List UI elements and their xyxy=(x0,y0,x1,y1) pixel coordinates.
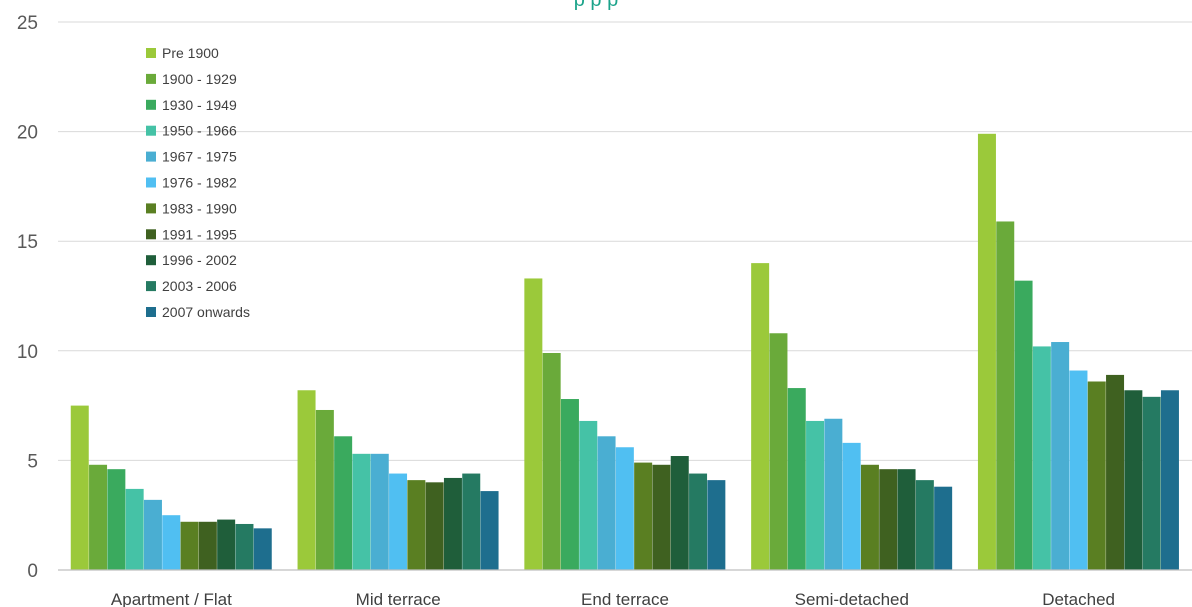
y-tick-label: 20 xyxy=(17,123,38,144)
legend-label: 1996 - 2002 xyxy=(162,252,237,268)
legend-swatch xyxy=(146,151,156,162)
bar xyxy=(198,521,217,570)
legend-label: 1930 - 1949 xyxy=(162,97,237,113)
bar xyxy=(1032,346,1051,570)
x-category-label: Mid terrace xyxy=(356,590,441,607)
bar xyxy=(143,499,162,570)
bar xyxy=(297,390,316,570)
bar xyxy=(670,456,689,570)
legend-label: 1900 - 1929 xyxy=(162,71,237,87)
bar xyxy=(842,442,861,570)
x-axis: Apartment / Flat Mid terrace End terrace Se… xyxy=(58,569,1192,607)
legend-label: 1983 - 1990 xyxy=(162,200,237,216)
y-tick-label: 25 xyxy=(17,13,38,34)
x-category-label: Detached xyxy=(1042,590,1115,607)
bar xyxy=(542,352,561,570)
bar xyxy=(425,482,444,570)
bar xyxy=(824,418,843,570)
bar xyxy=(615,447,634,570)
bar xyxy=(480,491,499,570)
bar xyxy=(751,263,770,570)
bar xyxy=(1160,390,1179,570)
bar xyxy=(1142,396,1161,570)
legend-label: 2007 onwards xyxy=(162,304,250,320)
bar xyxy=(1087,381,1106,570)
bar xyxy=(462,473,481,570)
bar xyxy=(352,453,371,570)
y-tick-label: 0 xyxy=(27,561,38,582)
y-tick-label: 5 xyxy=(27,451,38,472)
legend-swatch xyxy=(146,281,156,292)
bar xyxy=(915,480,934,570)
bar xyxy=(1069,370,1088,570)
bar xyxy=(934,486,953,570)
bar xyxy=(443,477,462,570)
y-tick-label: 15 xyxy=(17,232,38,253)
bar xyxy=(89,464,108,570)
bar xyxy=(334,436,353,570)
bar xyxy=(1124,390,1143,570)
x-category-label: Semi-detached xyxy=(795,590,909,607)
legend: Pre 1900 1900 - 1929 1930 - 1949 1950 - 196… xyxy=(146,45,250,320)
bar xyxy=(579,420,598,570)
bar xyxy=(217,519,236,570)
bar xyxy=(235,523,254,570)
bar xyxy=(1051,342,1070,570)
bar xyxy=(180,521,199,570)
bar xyxy=(370,453,389,570)
x-category-label: End terrace xyxy=(581,590,669,607)
bar xyxy=(70,405,89,570)
legend-label: 2003 - 2006 xyxy=(162,278,237,294)
bar xyxy=(806,420,825,570)
bar xyxy=(560,399,579,570)
chart-title-fragment: p p p xyxy=(574,0,618,11)
bar xyxy=(1014,280,1033,570)
bar xyxy=(315,409,334,570)
bar xyxy=(125,488,144,570)
bar xyxy=(860,464,879,570)
legend-swatch xyxy=(146,73,156,84)
bar xyxy=(652,464,671,570)
bar xyxy=(996,221,1015,570)
legend-label: 1950 - 1966 xyxy=(162,123,237,139)
y-axis: 0 5 10 15 20 25 xyxy=(17,13,38,582)
bars xyxy=(70,133,1179,571)
legend-swatch xyxy=(146,99,156,110)
bar xyxy=(787,388,806,570)
legend-swatch xyxy=(146,307,156,317)
bar xyxy=(769,333,788,570)
bar xyxy=(977,133,996,571)
bar xyxy=(253,528,272,570)
legend-swatch xyxy=(146,48,156,58)
legend-swatch xyxy=(146,177,156,188)
legend-label: 1967 - 1975 xyxy=(162,149,237,165)
legend-swatch xyxy=(146,125,156,136)
x-category-label: Apartment / Flat xyxy=(111,590,232,607)
bar xyxy=(162,515,181,570)
bar xyxy=(689,473,708,570)
bar xyxy=(407,480,426,570)
y-tick-label: 10 xyxy=(17,342,38,363)
legend-label: 1991 - 1995 xyxy=(162,226,237,242)
bar xyxy=(389,473,408,570)
bar xyxy=(879,469,898,570)
bar xyxy=(107,469,126,570)
legend-label: 1976 - 1982 xyxy=(162,175,237,191)
bar xyxy=(1106,374,1125,570)
legend-swatch xyxy=(146,203,156,214)
legend-swatch xyxy=(146,229,156,240)
bar xyxy=(634,462,653,570)
bar xyxy=(524,278,543,570)
legend-label: Pre 1900 xyxy=(162,45,219,61)
bar xyxy=(897,469,916,570)
legend-swatch xyxy=(146,255,156,266)
bar xyxy=(597,436,616,570)
bar xyxy=(707,480,726,570)
